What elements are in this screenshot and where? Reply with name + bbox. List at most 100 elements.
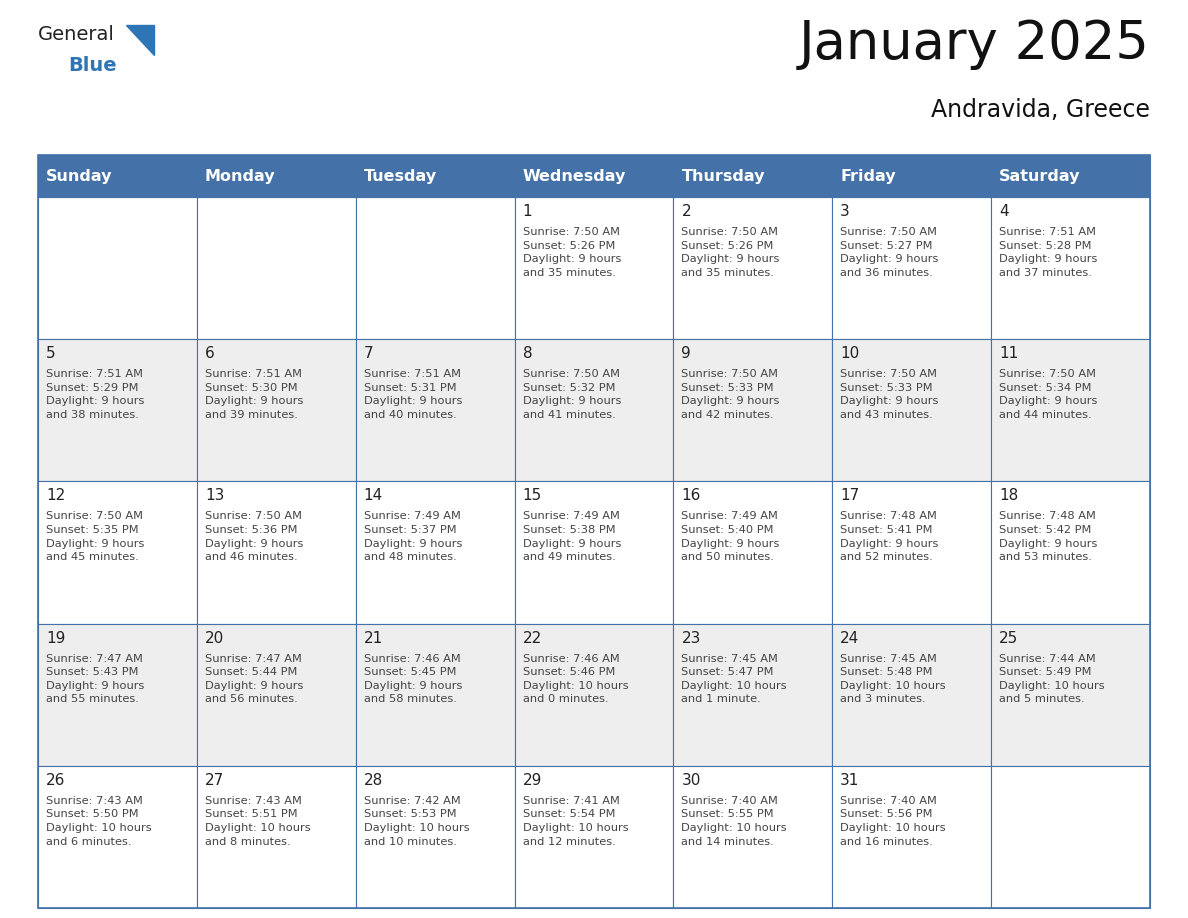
Text: 8: 8	[523, 346, 532, 361]
Text: 30: 30	[682, 773, 701, 788]
Text: Wednesday: Wednesday	[523, 169, 626, 184]
Text: Sunrise: 7:45 AM
Sunset: 5:47 PM
Daylight: 10 hours
and 1 minute.: Sunrise: 7:45 AM Sunset: 5:47 PM Dayligh…	[682, 654, 788, 704]
Text: Sunrise: 7:46 AM
Sunset: 5:45 PM
Daylight: 9 hours
and 58 minutes.: Sunrise: 7:46 AM Sunset: 5:45 PM Dayligh…	[364, 654, 462, 704]
FancyBboxPatch shape	[833, 155, 991, 197]
FancyBboxPatch shape	[355, 155, 514, 197]
Text: Sunrise: 7:50 AM
Sunset: 5:36 PM
Daylight: 9 hours
and 46 minutes.: Sunrise: 7:50 AM Sunset: 5:36 PM Dayligh…	[204, 511, 303, 562]
FancyBboxPatch shape	[197, 623, 355, 766]
FancyBboxPatch shape	[514, 766, 674, 908]
FancyBboxPatch shape	[514, 197, 674, 339]
FancyBboxPatch shape	[355, 481, 514, 623]
FancyBboxPatch shape	[38, 155, 197, 197]
FancyBboxPatch shape	[38, 197, 197, 339]
Text: 13: 13	[204, 488, 225, 503]
Text: Monday: Monday	[204, 169, 276, 184]
Text: Sunrise: 7:44 AM
Sunset: 5:49 PM
Daylight: 10 hours
and 5 minutes.: Sunrise: 7:44 AM Sunset: 5:49 PM Dayligh…	[999, 654, 1105, 704]
FancyBboxPatch shape	[197, 766, 355, 908]
Text: Sunrise: 7:40 AM
Sunset: 5:55 PM
Daylight: 10 hours
and 14 minutes.: Sunrise: 7:40 AM Sunset: 5:55 PM Dayligh…	[682, 796, 788, 846]
Text: 12: 12	[46, 488, 65, 503]
Text: 6: 6	[204, 346, 215, 361]
FancyBboxPatch shape	[514, 155, 674, 197]
Text: Sunrise: 7:51 AM
Sunset: 5:31 PM
Daylight: 9 hours
and 40 minutes.: Sunrise: 7:51 AM Sunset: 5:31 PM Dayligh…	[364, 369, 462, 420]
Text: Sunrise: 7:42 AM
Sunset: 5:53 PM
Daylight: 10 hours
and 10 minutes.: Sunrise: 7:42 AM Sunset: 5:53 PM Dayligh…	[364, 796, 469, 846]
Text: 18: 18	[999, 488, 1018, 503]
Text: 31: 31	[840, 773, 860, 788]
FancyBboxPatch shape	[833, 339, 991, 481]
Text: Sunrise: 7:43 AM
Sunset: 5:50 PM
Daylight: 10 hours
and 6 minutes.: Sunrise: 7:43 AM Sunset: 5:50 PM Dayligh…	[46, 796, 152, 846]
Text: 22: 22	[523, 631, 542, 645]
FancyBboxPatch shape	[833, 197, 991, 339]
Text: Sunrise: 7:50 AM
Sunset: 5:27 PM
Daylight: 9 hours
and 36 minutes.: Sunrise: 7:50 AM Sunset: 5:27 PM Dayligh…	[840, 227, 939, 278]
FancyBboxPatch shape	[991, 766, 1150, 908]
FancyBboxPatch shape	[355, 197, 514, 339]
Text: 16: 16	[682, 488, 701, 503]
Text: 20: 20	[204, 631, 225, 645]
Text: 3: 3	[840, 204, 851, 219]
FancyBboxPatch shape	[197, 339, 355, 481]
Text: Sunrise: 7:50 AM
Sunset: 5:34 PM
Daylight: 9 hours
and 44 minutes.: Sunrise: 7:50 AM Sunset: 5:34 PM Dayligh…	[999, 369, 1098, 420]
Text: Sunrise: 7:51 AM
Sunset: 5:28 PM
Daylight: 9 hours
and 37 minutes.: Sunrise: 7:51 AM Sunset: 5:28 PM Dayligh…	[999, 227, 1098, 278]
FancyBboxPatch shape	[674, 481, 833, 623]
FancyBboxPatch shape	[197, 155, 355, 197]
FancyBboxPatch shape	[197, 197, 355, 339]
Text: Sunrise: 7:51 AM
Sunset: 5:29 PM
Daylight: 9 hours
and 38 minutes.: Sunrise: 7:51 AM Sunset: 5:29 PM Dayligh…	[46, 369, 145, 420]
FancyBboxPatch shape	[674, 197, 833, 339]
FancyBboxPatch shape	[514, 339, 674, 481]
Text: 26: 26	[46, 773, 65, 788]
Text: 21: 21	[364, 631, 383, 645]
Text: Sunrise: 7:50 AM
Sunset: 5:33 PM
Daylight: 9 hours
and 42 minutes.: Sunrise: 7:50 AM Sunset: 5:33 PM Dayligh…	[682, 369, 779, 420]
Text: Blue: Blue	[68, 56, 116, 75]
Polygon shape	[126, 25, 154, 55]
Bar	[38, 155, 1150, 908]
Text: Sunrise: 7:48 AM
Sunset: 5:41 PM
Daylight: 9 hours
and 52 minutes.: Sunrise: 7:48 AM Sunset: 5:41 PM Dayligh…	[840, 511, 939, 562]
Text: Andravida, Greece: Andravida, Greece	[931, 98, 1150, 122]
Text: 7: 7	[364, 346, 373, 361]
Text: Sunrise: 7:48 AM
Sunset: 5:42 PM
Daylight: 9 hours
and 53 minutes.: Sunrise: 7:48 AM Sunset: 5:42 PM Dayligh…	[999, 511, 1098, 562]
Text: Thursday: Thursday	[682, 169, 765, 184]
Text: Sunrise: 7:49 AM
Sunset: 5:40 PM
Daylight: 9 hours
and 50 minutes.: Sunrise: 7:49 AM Sunset: 5:40 PM Dayligh…	[682, 511, 779, 562]
FancyBboxPatch shape	[991, 623, 1150, 766]
Text: 10: 10	[840, 346, 860, 361]
Text: 23: 23	[682, 631, 701, 645]
Text: Friday: Friday	[840, 169, 896, 184]
Text: Saturday: Saturday	[999, 169, 1081, 184]
Text: Sunrise: 7:46 AM
Sunset: 5:46 PM
Daylight: 10 hours
and 0 minutes.: Sunrise: 7:46 AM Sunset: 5:46 PM Dayligh…	[523, 654, 628, 704]
Text: Sunday: Sunday	[46, 169, 113, 184]
Text: 19: 19	[46, 631, 65, 645]
Text: 29: 29	[523, 773, 542, 788]
FancyBboxPatch shape	[355, 339, 514, 481]
Text: 2: 2	[682, 204, 691, 219]
Text: 9: 9	[682, 346, 691, 361]
FancyBboxPatch shape	[833, 766, 991, 908]
FancyBboxPatch shape	[197, 481, 355, 623]
FancyBboxPatch shape	[355, 623, 514, 766]
Text: 14: 14	[364, 488, 383, 503]
Text: Sunrise: 7:41 AM
Sunset: 5:54 PM
Daylight: 10 hours
and 12 minutes.: Sunrise: 7:41 AM Sunset: 5:54 PM Dayligh…	[523, 796, 628, 846]
FancyBboxPatch shape	[38, 766, 197, 908]
Text: Sunrise: 7:47 AM
Sunset: 5:44 PM
Daylight: 9 hours
and 56 minutes.: Sunrise: 7:47 AM Sunset: 5:44 PM Dayligh…	[204, 654, 303, 704]
FancyBboxPatch shape	[674, 623, 833, 766]
FancyBboxPatch shape	[514, 623, 674, 766]
FancyBboxPatch shape	[991, 155, 1150, 197]
Text: 5: 5	[46, 346, 56, 361]
FancyBboxPatch shape	[38, 623, 197, 766]
Text: 1: 1	[523, 204, 532, 219]
Text: 28: 28	[364, 773, 383, 788]
Text: Sunrise: 7:50 AM
Sunset: 5:35 PM
Daylight: 9 hours
and 45 minutes.: Sunrise: 7:50 AM Sunset: 5:35 PM Dayligh…	[46, 511, 145, 562]
Text: Sunrise: 7:49 AM
Sunset: 5:37 PM
Daylight: 9 hours
and 48 minutes.: Sunrise: 7:49 AM Sunset: 5:37 PM Dayligh…	[364, 511, 462, 562]
FancyBboxPatch shape	[991, 339, 1150, 481]
Text: Sunrise: 7:50 AM
Sunset: 5:26 PM
Daylight: 9 hours
and 35 minutes.: Sunrise: 7:50 AM Sunset: 5:26 PM Dayligh…	[523, 227, 621, 278]
Text: 11: 11	[999, 346, 1018, 361]
Text: Tuesday: Tuesday	[364, 169, 437, 184]
Text: Sunrise: 7:50 AM
Sunset: 5:33 PM
Daylight: 9 hours
and 43 minutes.: Sunrise: 7:50 AM Sunset: 5:33 PM Dayligh…	[840, 369, 939, 420]
FancyBboxPatch shape	[38, 481, 197, 623]
FancyBboxPatch shape	[833, 481, 991, 623]
Text: 17: 17	[840, 488, 860, 503]
FancyBboxPatch shape	[674, 339, 833, 481]
Text: Sunrise: 7:50 AM
Sunset: 5:32 PM
Daylight: 9 hours
and 41 minutes.: Sunrise: 7:50 AM Sunset: 5:32 PM Dayligh…	[523, 369, 621, 420]
Text: 27: 27	[204, 773, 225, 788]
Text: General: General	[38, 25, 115, 44]
FancyBboxPatch shape	[38, 339, 197, 481]
FancyBboxPatch shape	[991, 481, 1150, 623]
Text: Sunrise: 7:47 AM
Sunset: 5:43 PM
Daylight: 9 hours
and 55 minutes.: Sunrise: 7:47 AM Sunset: 5:43 PM Dayligh…	[46, 654, 145, 704]
